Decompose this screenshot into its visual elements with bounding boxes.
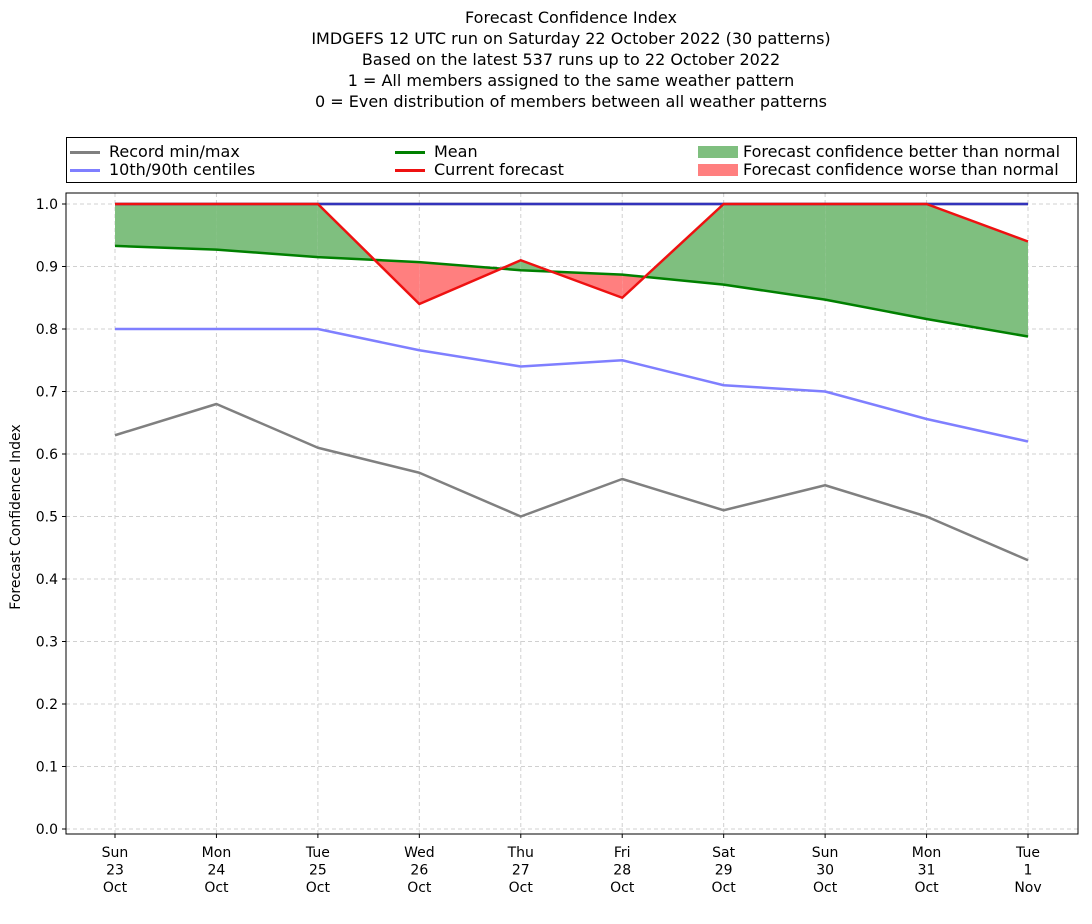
legend-label-mean: Mean (434, 142, 478, 161)
x-tick-label: 23 (106, 863, 124, 879)
y-tick-label: 0.5 (36, 510, 58, 526)
fill-area-better (216, 204, 318, 258)
fill-area-worse (419, 262, 502, 304)
x-tick-label: Oct (407, 880, 432, 896)
x-tick-label: Sat (712, 845, 735, 861)
chart-subtitle-scale-min: 0 = Even distribution of members between… (314, 92, 828, 111)
y-tick-label: 0.6 (36, 447, 58, 463)
y-tick-label: 0.9 (36, 260, 58, 276)
x-tick-label: Mon (912, 845, 942, 861)
fill-area-better (723, 204, 826, 300)
x-tick-label: Oct (204, 880, 229, 896)
y-tick-label: 0.4 (36, 572, 58, 588)
y-tick-label: 0.2 (36, 697, 58, 713)
x-tick-label: 29 (715, 863, 733, 879)
chart-subtitle-run: IMDGEFS 12 UTC run on Saturday 22 Octobe… (311, 29, 831, 48)
legend-swatch-better (698, 146, 738, 158)
fill-area-better (115, 204, 217, 250)
fill-area-better (644, 204, 724, 285)
legend-swatch-worse (698, 164, 738, 176)
chart-legend: Record min/max 10th/90th centiles Mean C… (66, 137, 1077, 183)
x-tick-label: Oct (914, 880, 939, 896)
legend-label-centiles: 10th/90th centiles (109, 160, 256, 179)
x-tick-label: 27 (512, 863, 530, 879)
x-tick-label: Oct (813, 880, 838, 896)
chart-title-block: Forecast Confidence Index IMDGEFS 12 UTC… (0, 7, 1092, 112)
y-tick-label: 0.8 (36, 322, 58, 338)
x-tick-label: Oct (712, 880, 737, 896)
y-tick-label: 1.0 (36, 197, 58, 213)
chart-subtitle-scale-max: 1 = All members assigned to the same wea… (347, 71, 795, 90)
x-tick-label: 1 (1024, 863, 1033, 879)
chart-subtitle-basis: Based on the latest 537 runs up to 22 Oc… (361, 50, 781, 69)
y-tick-label: 0.7 (36, 385, 58, 401)
x-tick-label: Mon (202, 845, 232, 861)
x-tick-label: Wed (404, 845, 435, 861)
x-tick-label: Sun (812, 845, 839, 861)
fill-area-better (926, 204, 1028, 337)
legend-label-worse: Forecast confidence worse than normal (743, 160, 1059, 179)
x-tick-label: Thu (507, 845, 534, 861)
x-tick-label: Tue (1015, 845, 1040, 861)
series-line-centile-10 (115, 327, 1029, 443)
x-tick-label: Oct (610, 880, 635, 896)
x-tick-label: 24 (208, 863, 226, 879)
x-tick-label: 30 (816, 863, 834, 879)
plot-frame (65, 192, 1079, 835)
x-tick-label: Fri (614, 845, 631, 861)
series-line-mean (114, 244, 1029, 338)
legend-label-better: Forecast confidence better than normal (743, 142, 1061, 161)
series-line-record-min (114, 402, 1029, 562)
series-line-current-forecast (115, 202, 1029, 306)
fill-area-better (825, 204, 927, 319)
x-tick-label: 26 (410, 863, 428, 879)
legend-swatch-centiles (70, 169, 100, 172)
x-tick-label: 31 (918, 863, 936, 879)
x-tick-label: Oct (306, 880, 331, 896)
legend-swatch-record (70, 151, 100, 154)
x-tick-label: 25 (309, 863, 327, 879)
x-tick-label: Oct (103, 880, 128, 896)
x-tick-label: Tue (305, 845, 330, 861)
y-tick-label: 0.0 (36, 822, 58, 838)
chart-title: Forecast Confidence Index (465, 8, 677, 27)
legend-label-current: Current forecast (434, 160, 564, 179)
x-tick-label: 28 (613, 863, 631, 879)
y-axis-label: Forecast Confidence Index (8, 424, 24, 610)
legend-label-record: Record min/max (109, 142, 240, 161)
legend-swatch-mean (395, 151, 425, 154)
legend-swatch-current (395, 169, 425, 172)
y-tick-label: 0.1 (36, 760, 58, 776)
x-tick-label: Nov (1014, 880, 1041, 896)
y-tick-label: 0.3 (36, 635, 58, 651)
x-tick-label: Oct (509, 880, 534, 896)
x-tick-label: Sun (102, 845, 129, 861)
